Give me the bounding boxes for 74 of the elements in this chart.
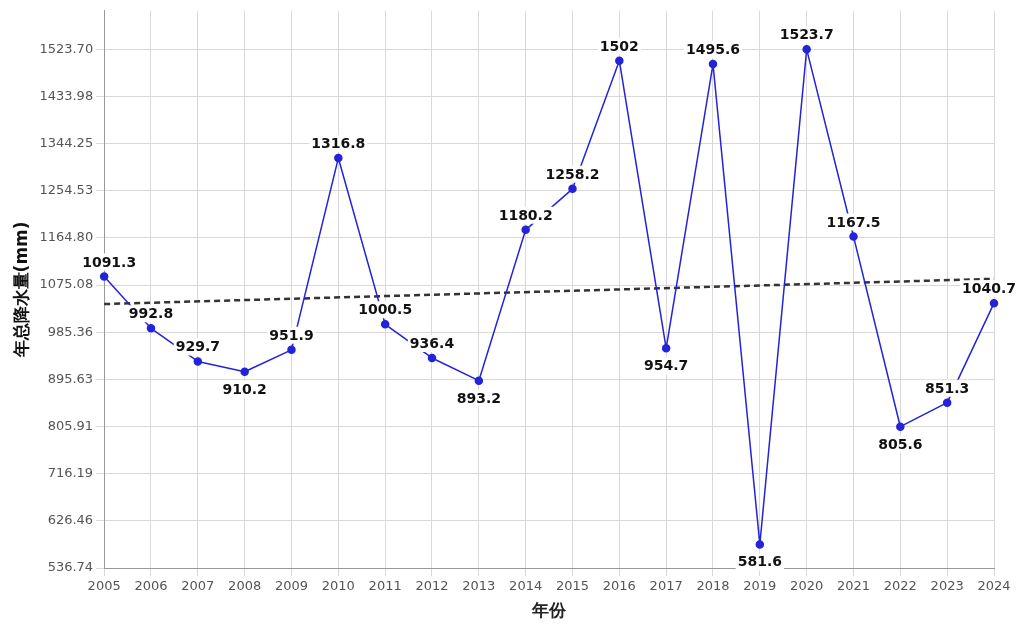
y-axis-title: 年总降水量(mm) xyxy=(10,221,31,359)
x-tick-label: 2009 xyxy=(274,578,309,594)
data-label: 1523.7 xyxy=(779,26,834,43)
data-label: 805.6 xyxy=(878,435,923,452)
data-label: 1000.5 xyxy=(358,301,413,318)
x-tick-label: 2015 xyxy=(555,578,590,594)
data-label: 910.2 xyxy=(222,380,267,397)
y-tick-label: 1254.53 xyxy=(39,182,94,198)
x-tick-label: 2018 xyxy=(696,578,730,594)
y-tick-label: 716.19 xyxy=(47,465,94,481)
point xyxy=(708,59,718,69)
data-label: 1502 xyxy=(599,37,639,54)
x-tick-label: 2019 xyxy=(743,578,777,594)
point xyxy=(802,45,811,54)
x-tick-label: 2014 xyxy=(509,578,543,594)
x-tick-label: 2005 xyxy=(87,578,121,594)
x-tick-label: 2024 xyxy=(977,578,1011,594)
x-tick-label: 2021 xyxy=(836,578,871,594)
data-label: 929.7 xyxy=(175,338,220,355)
point xyxy=(896,422,905,431)
y-tick-label: 1433.98 xyxy=(39,87,94,103)
data-label: 1091.3 xyxy=(82,253,137,270)
point xyxy=(474,376,484,385)
x-tick-label: 2007 xyxy=(181,578,215,594)
y-tick-label: 895.63 xyxy=(47,370,94,386)
x-tick-label: 2013 xyxy=(462,578,496,594)
data-label: 936.4 xyxy=(409,334,455,351)
x-tick-label: 2010 xyxy=(321,578,355,594)
data-label: 851.3 xyxy=(925,379,970,396)
data-label: 1495.6 xyxy=(685,41,741,58)
point xyxy=(615,56,624,65)
y-tick-label: 626.46 xyxy=(47,512,94,528)
x-tick-label: 2017 xyxy=(649,578,683,594)
point xyxy=(568,184,577,194)
point xyxy=(942,398,952,407)
point xyxy=(380,320,390,329)
x-axis-title: 年份 xyxy=(531,600,568,621)
y-tick-label: 1344.25 xyxy=(39,135,94,150)
point xyxy=(849,232,858,241)
y-tick-label: 1164.80 xyxy=(39,229,94,245)
data-label: 1040.7 xyxy=(961,280,1017,297)
point xyxy=(99,272,109,281)
point xyxy=(427,353,437,363)
data-label: 951.9 xyxy=(269,326,314,343)
x-tick-label: 2008 xyxy=(228,578,262,594)
x-tick-label: 2012 xyxy=(415,578,449,594)
x-tick-label: 2011 xyxy=(368,578,402,594)
x-tick-label: 2016 xyxy=(602,578,636,594)
x-tick-label: 2023 xyxy=(930,578,964,594)
data-label: 1258.2 xyxy=(545,165,600,182)
y-tick-label: 805.91 xyxy=(47,417,94,433)
data-label: 992.8 xyxy=(128,305,174,322)
data-label: 1180.2 xyxy=(498,206,553,223)
y-tick-label: 536.74 xyxy=(47,559,94,575)
x-tick-label: 2022 xyxy=(883,578,917,594)
point xyxy=(240,367,249,376)
x-tick-label: 2006 xyxy=(134,578,168,594)
point xyxy=(193,357,203,366)
point xyxy=(661,344,671,353)
y-tick-label: 985.36 xyxy=(47,323,94,339)
x-tick-label: 2020 xyxy=(790,578,824,594)
point xyxy=(287,345,296,355)
point xyxy=(334,153,343,163)
y-tick-label: 1523.70 xyxy=(39,40,94,56)
data-label: 1167.5 xyxy=(826,213,881,230)
data-label: 1316.8 xyxy=(311,135,366,152)
point xyxy=(755,540,765,549)
data-label: 954.7 xyxy=(644,357,689,374)
data-label: 893.2 xyxy=(456,389,501,406)
point xyxy=(146,324,156,333)
point xyxy=(989,298,999,308)
y-tick-label: 1075.08 xyxy=(39,276,94,292)
data-label: 581.6 xyxy=(737,553,782,570)
point xyxy=(521,225,530,235)
